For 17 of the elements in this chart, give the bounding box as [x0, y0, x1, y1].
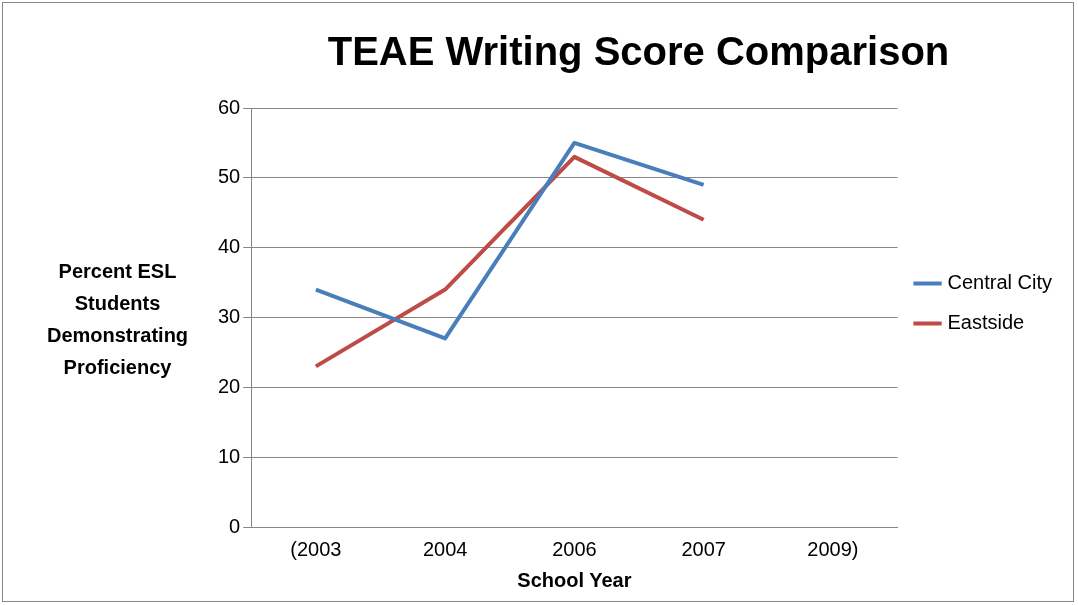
chart-title: TEAE Writing Score Comparison [327, 29, 950, 74]
legend-label: Eastside [947, 311, 1025, 334]
x-tick-label: 2007 [681, 537, 726, 560]
y-tick-label: 30 [218, 305, 241, 328]
y-tick-label: 0 [229, 514, 241, 537]
x-axis-title: School Year [517, 568, 632, 591]
y-tick-label: 10 [218, 444, 241, 467]
y-tick-label: 50 [218, 165, 241, 188]
legend-label: Central City [947, 271, 1053, 294]
x-tick-label: 2009) [807, 537, 859, 560]
y-tick-label: 40 [218, 235, 241, 258]
x-tick-label: (2003 [290, 537, 342, 560]
y-tick-label: 60 [218, 95, 241, 118]
y-axis-title: Percent ESL Students Demonstrating Proficiency [45, 259, 190, 380]
x-tick-label: 2006 [552, 537, 597, 560]
y-tick-label: 20 [218, 374, 241, 397]
x-tick-label: 2004 [422, 537, 468, 560]
